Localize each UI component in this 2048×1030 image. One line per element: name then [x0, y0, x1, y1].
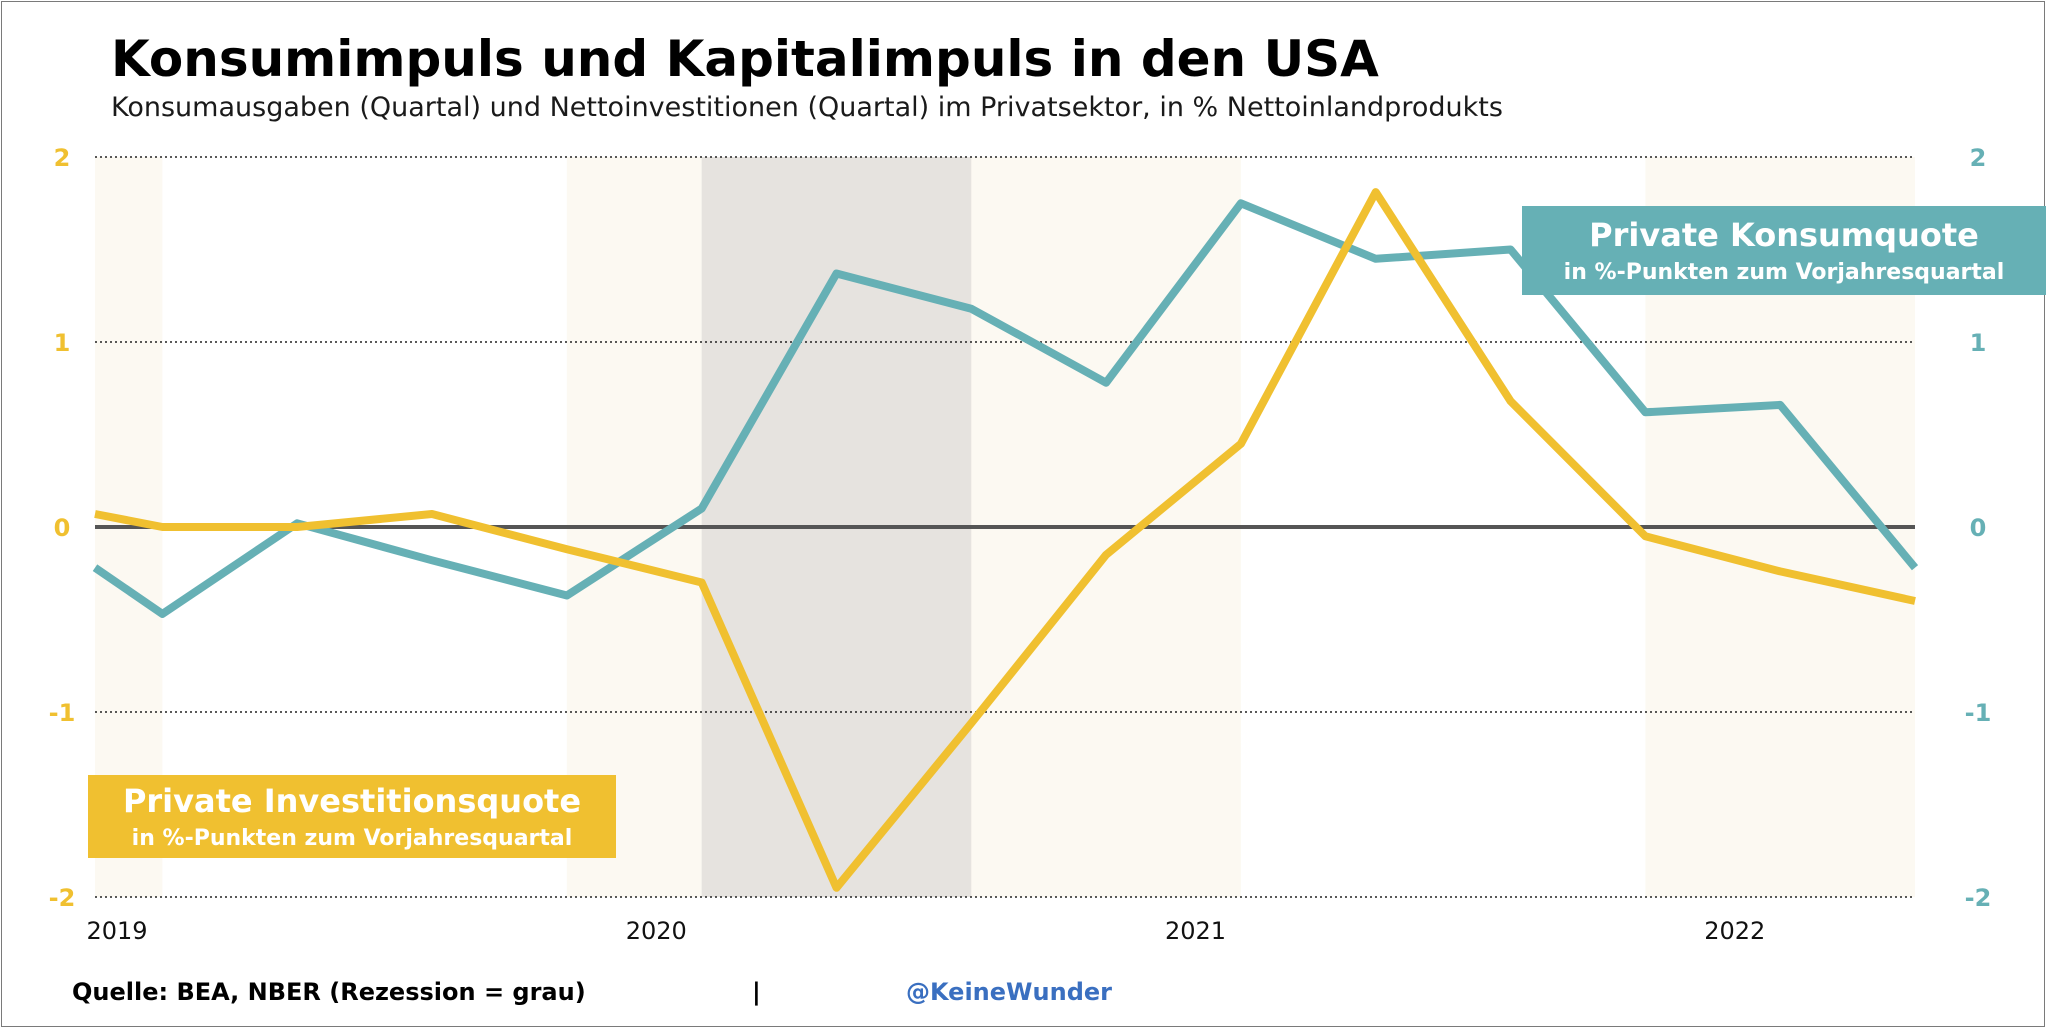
footer-separator: |: [752, 978, 761, 1006]
right-y-tick-label: -1: [1965, 699, 1992, 727]
consumption-label-title: Private Konsumquote: [1589, 216, 1979, 254]
right-y-tick-label: 2: [1970, 144, 1987, 172]
x-tick-label: 2022: [1704, 917, 1765, 945]
consumption-series-line: [92, 199, 1919, 618]
source-note: Quelle: BEA, NBER (Rezession = grau): [72, 978, 586, 1006]
series-labels: Private Investitionsquote in %-Punkten zu…: [88, 206, 2046, 858]
series-lines: [92, 188, 1919, 892]
right-y-tick-label: 0: [1970, 514, 1987, 542]
chart-title: Konsumimpuls und Kapitalimpuls in den US…: [111, 30, 1379, 88]
x-tick-label: 2019: [86, 917, 147, 945]
right-y-tick-label: -2: [1965, 884, 1992, 912]
investment-series-line: [94, 188, 1916, 892]
consumption-label-subtitle: in %-Punkten zum Vorjahresquartal: [1564, 260, 2005, 285]
right-y-tick-label: 1: [1970, 329, 1987, 357]
investment-label-subtitle: in %-Punkten zum Vorjahresquartal: [132, 826, 573, 851]
x-tick-label: 2020: [626, 917, 687, 945]
grid-lines: [95, 156, 1915, 898]
left-y-tick-label: 2: [54, 144, 71, 172]
left-y-tick-label: 1: [54, 329, 71, 357]
investment-label-box: [88, 775, 616, 858]
chart-subtitle: Konsumausgaben (Quartal) und Nettoinvest…: [111, 92, 1503, 123]
left-y-tick-label: 0: [54, 514, 71, 542]
right-y-axis: 2 1 0 -1 -2: [1965, 144, 1992, 912]
investment-label-title: Private Investitionsquote: [123, 782, 581, 820]
author-handle[interactable]: @KeineWunder: [906, 978, 1112, 1006]
x-tick-label: 2021: [1165, 917, 1226, 945]
consumption-label-box: [1522, 206, 2046, 295]
left-y-tick-label: -2: [49, 884, 76, 912]
left-y-axis: 2 1 0 -1 -2: [49, 144, 76, 912]
left-y-tick-label: -1: [49, 699, 76, 727]
x-axis: 2019 2020 2021 2022: [86, 917, 1765, 945]
